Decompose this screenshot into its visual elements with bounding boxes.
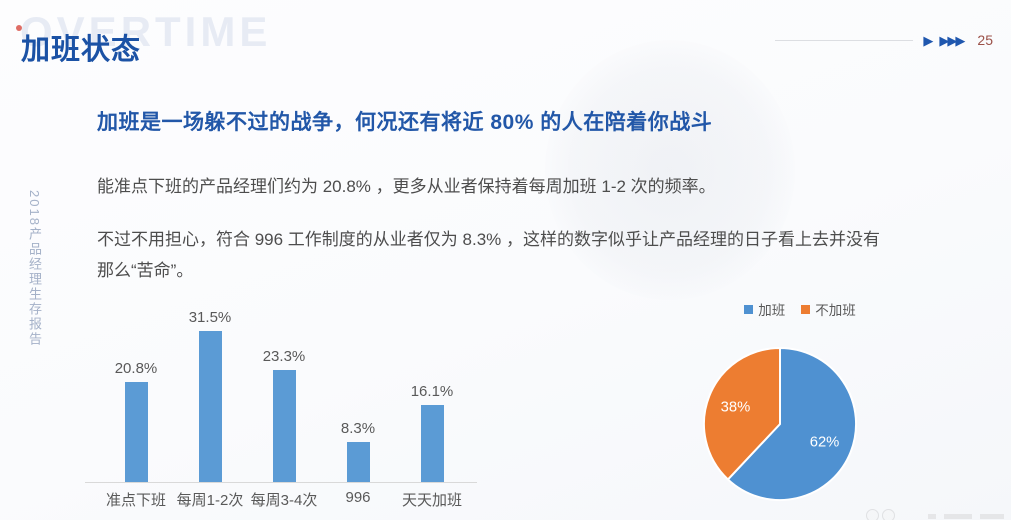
legend-swatch-icon [744, 304, 754, 314]
bar-chart-x-axis [85, 482, 477, 483]
pie-slice-1 [726, 346, 857, 502]
play-arrow-icon: ▶ [923, 32, 933, 48]
bar-value-label: 31.5% [188, 308, 232, 326]
watermark-shape [866, 509, 879, 520]
watermark-shape [944, 514, 972, 519]
watermark-shape [882, 509, 895, 520]
bar-value-label: 23.3% [262, 348, 306, 366]
bar-category-label: 996 [345, 489, 371, 506]
partial-watermark [858, 503, 1008, 520]
legend-item: 加班 [744, 299, 785, 319]
bar-column: 23.3% [247, 348, 321, 482]
legend-label: 加班 [758, 303, 786, 318]
bar-category-label: 天天加班 [401, 492, 462, 509]
legend-label: 不加班 [815, 303, 856, 318]
bar-chart: 20.8% 31.5% 23.3% 8.3% 16.1% [99, 296, 469, 508]
bar [346, 442, 370, 482]
pie-chart-legend: 加班 不加班 [700, 299, 900, 319]
bar-column: 16.1% [395, 383, 469, 482]
bar-value-label: 20.8% [114, 360, 158, 378]
bar-category-label: 每周1-2次 [176, 492, 244, 509]
legend-swatch-icon [801, 304, 811, 314]
watermark-shape [928, 514, 936, 519]
divider-line [775, 39, 914, 41]
sidebar-vertical-report-title: 2018产品经理生存报告 [27, 190, 42, 347]
pie-chart: 62% 38% [703, 346, 857, 502]
bar [420, 404, 444, 482]
body-paragraph-1: 能准点下班的产品经理们约为 20.8% ，更多从业者保持着每周加班 1-2 次的… [97, 177, 716, 196]
bar-column: 8.3% [321, 420, 395, 482]
body-paragraph-2: 不过不用担心，符合 996 工作制度的从业者仅为 8.3% ，这样的数字似乎让产… [97, 230, 881, 280]
bar [198, 330, 222, 482]
pie-slice-label: 62% [810, 435, 840, 451]
top-right-navigation: ▶ ▶▶▶ 25 [775, 32, 993, 48]
bar-value-label: 16.1% [410, 382, 454, 400]
bar [272, 370, 296, 482]
overtime-watermark-text: OVERTIME [20, 8, 272, 55]
bar [124, 382, 148, 482]
background-silhouette [545, 40, 795, 300]
bar-chart-category-labels: 准点下班 每周1-2次 每周3-4次 996 天天加班 [99, 489, 469, 510]
section-heading: 加班是一场躲不过的战争，何况还有将近 80% 的人在陪着你战斗 [97, 111, 713, 134]
triple-arrow-icon: ▶▶▶ [939, 32, 965, 48]
watermark-shape [980, 514, 1004, 519]
pie-slice-2 [703, 346, 781, 481]
red-dot-mark [16, 25, 22, 31]
page-title: 加班状态 [21, 34, 142, 66]
bar-category-label: 每周3-4次 [250, 492, 318, 509]
bar-plot-area: 20.8% 31.5% 23.3% 8.3% 16.1% [99, 296, 469, 482]
pie-slice-label: 38% [721, 399, 751, 415]
bar-column: 31.5% [173, 309, 247, 482]
bar-value-label: 8.3% [340, 420, 376, 438]
legend-item: 不加班 [801, 299, 856, 319]
bar-category-label: 准点下班 [105, 492, 166, 509]
bar-column: 20.8% [99, 360, 173, 482]
page-number: 25 [977, 32, 993, 48]
